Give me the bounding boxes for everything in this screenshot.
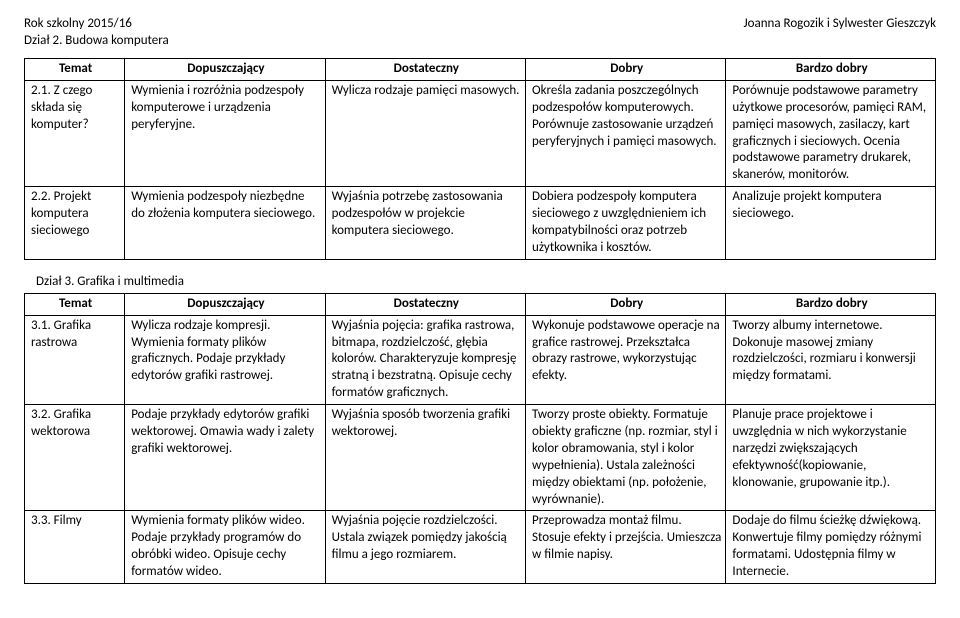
table-row: 3.3. Filmy Wymienia formaty plików wideo… (25, 511, 936, 584)
cell: Tworzy proste obiekty. Formatuje obiekty… (526, 405, 726, 511)
cell: Wyjaśnia potrzebę zastosowania podzespoł… (325, 187, 525, 260)
cell-topic: 3.1. Grafika rastrowa (25, 315, 125, 404)
cell: Porównuje podstawowe parametry użytkowe … (726, 80, 936, 186)
cell: Analizuje projekt komputera sieciowego. (726, 187, 936, 260)
cell: Wylicza rodzaje pamięci masowych. (325, 80, 525, 186)
cell: Wymienia i rozróżnia podzespoły komputer… (125, 80, 325, 186)
table-header-row: Temat Dopuszczający Dostateczny Dobry Ba… (25, 293, 936, 315)
col-header: Dopuszczający (125, 59, 325, 81)
cell-topic: 3.3. Filmy (25, 511, 125, 584)
criteria-table-2: Temat Dopuszczający Dostateczny Dobry Ba… (24, 293, 936, 584)
cell: Wymienia formaty plików wideo. Podaje pr… (125, 511, 325, 584)
table-row: 3.2. Grafika wektorowa Podaje przykłady … (25, 405, 936, 511)
col-header: Dostateczny (325, 59, 525, 81)
cell: Wylicza rodzaje kompresji. Wymienia form… (125, 315, 325, 404)
cell: Planuje prace projektowe i uwzględnia w … (726, 405, 936, 511)
cell: Tworzy albumy internetowe. Dokonuje maso… (726, 315, 936, 404)
section-label-top: Dział 2. Budowa komputera (24, 33, 936, 48)
criteria-table-1: Temat Dopuszczający Dostateczny Dobry Ba… (24, 58, 936, 260)
table-row: 2.1. Z czego składa się komputer? Wymien… (25, 80, 936, 186)
table-row: 2.2. Projekt komputera sieciowego Wymien… (25, 187, 936, 260)
col-header: Dobry (526, 59, 726, 81)
col-header: Dobry (526, 293, 726, 315)
col-header: Temat (25, 293, 125, 315)
page-header: Rok szkolny 2015/16 Joanna Rogozik i Syl… (24, 16, 936, 31)
cell: Wyjaśnia pojęcie rozdzielczości. Ustala … (325, 511, 525, 584)
cell: Wymienia podzespoły niezbędne do złożeni… (125, 187, 325, 260)
cell: Wyjaśnia sposób tworzenia grafiki wektor… (325, 405, 525, 511)
col-header: Bardzo dobry (726, 59, 936, 81)
col-header: Temat (25, 59, 125, 81)
col-header: Dostateczny (325, 293, 525, 315)
table-header-row: Temat Dopuszczający Dostateczny Dobry Ba… (25, 59, 936, 81)
cell: Wyjaśnia pojęcia: grafika rastrowa, bitm… (325, 315, 525, 404)
cell-topic: 3.2. Grafika wektorowa (25, 405, 125, 511)
col-header: Bardzo dobry (726, 293, 936, 315)
col-header: Dopuszczający (125, 293, 325, 315)
cell: Dodaje do filmu ścieżkę dźwiękową. Konwe… (726, 511, 936, 584)
year-label: Rok szkolny 2015/16 (24, 16, 132, 31)
cell-topic: 2.2. Projekt komputera sieciowego (25, 187, 125, 260)
cell: Przeprowadza montaż filmu. Stosuje efekt… (526, 511, 726, 584)
authors-label: Joanna Rogozik i Sylwester Gieszczyk (743, 16, 936, 31)
cell: Podaje przykłady edytorów grafiki wektor… (125, 405, 325, 511)
cell: Dobiera podzespoły komputera sieciowego … (526, 187, 726, 260)
cell: Wykonuje podstawowe operacje na grafice … (526, 315, 726, 404)
table-row: 3.1. Grafika rastrowa Wylicza rodzaje ko… (25, 315, 936, 404)
cell: Określa zadania poszczególnych podzespoł… (526, 80, 726, 186)
cell-topic: 2.1. Z czego składa się komputer? (25, 80, 125, 186)
section-label-2: Dział 3. Grafika i multimedia (36, 274, 936, 289)
